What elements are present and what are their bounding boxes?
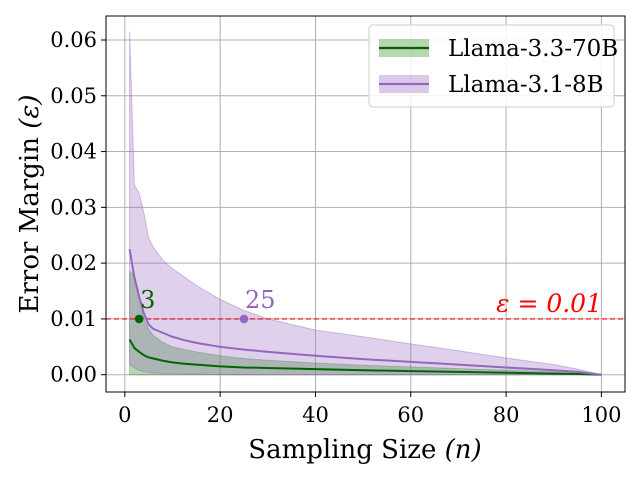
grid	[106, 16, 625, 392]
y-axis-ticks: 0.00 0.01 0.02 0.03 0.04 0.05 0.06	[50, 28, 106, 387]
y-tick-label: 0.03	[50, 195, 97, 219]
marker-llama-3-3-70b	[134, 314, 144, 324]
threshold-line: ε = 0.01	[106, 289, 625, 320]
legend-label-llama-70b: Llama-3.3-70B	[448, 36, 618, 62]
threshold-markers: 3 25	[134, 286, 276, 324]
x-tick-label: 20	[207, 403, 234, 427]
x-tick-label: 100	[581, 403, 621, 427]
y-tick-label: 0.05	[50, 84, 97, 108]
y-tick-label: 0.04	[50, 140, 97, 164]
legend: Llama-3.3-70B Llama-3.1-8B	[368, 24, 618, 108]
x-tick-label: 80	[493, 403, 520, 427]
y-tick-label: 0.00	[50, 363, 97, 387]
y-tick-label: 0.02	[50, 251, 97, 275]
series-lines	[128, 249, 602, 376]
y-tick-label: 0.06	[50, 28, 97, 52]
marker-llama-3-1-8b	[239, 314, 249, 324]
line-llama-3-1-8b	[128, 249, 602, 376]
threshold-label: ε = 0.01	[496, 289, 602, 318]
x-axis-label: Sampling Size (n)	[248, 435, 481, 465]
x-tick-label: 40	[302, 403, 329, 427]
x-tick-label: 0	[118, 403, 131, 427]
marker-label-llama-3-3-70b: 3	[140, 286, 155, 314]
x-axis-ticks: 0 20 40 60 80 100	[118, 392, 621, 427]
legend-box	[368, 24, 615, 108]
legend-label-llama-8b: Llama-3.1-8B	[448, 72, 604, 98]
y-tick-label: 0.01	[50, 307, 97, 331]
y-axis-label: Error Margin (ε)	[15, 95, 45, 314]
plot-frame	[105, 15, 626, 393]
marker-label-llama-3-1-8b: 25	[245, 286, 276, 314]
line-llama-3-3-70b	[128, 339, 602, 376]
x-tick-label: 60	[397, 403, 424, 427]
